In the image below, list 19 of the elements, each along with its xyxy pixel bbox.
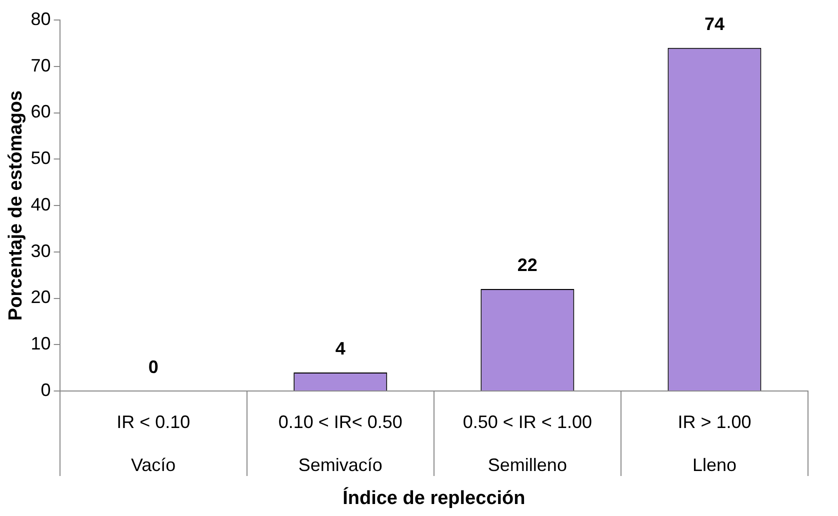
x-axis-title: Índice de replección (342, 487, 526, 510)
y-tick-label: 70 (30, 55, 51, 76)
y-tick-label: 20 (30, 287, 51, 308)
y-tick-label: 60 (30, 102, 51, 122)
y-tick-label: 0 (40, 380, 51, 400)
y-tick-label: 40 (30, 194, 51, 214)
y-axis-title: Porcentaje de estómagos (6, 90, 27, 321)
category-label: 0.50 < IR < 1.00 Semilleno (462, 412, 592, 475)
data-label: 74 (704, 14, 724, 34)
y-tick-label: 10 (30, 334, 51, 354)
category-label: 0.10 < IR< 0.50 Semivacío (278, 412, 402, 475)
category-label: IR > 1.00 Lleno (678, 412, 752, 475)
data-label: 4 (335, 338, 346, 358)
data-label: 0 (148, 356, 158, 377)
y-tick-label: 50 (30, 148, 51, 168)
category-label: IR < 0.10 Vacío (116, 412, 190, 475)
data-label: 22 (517, 254, 538, 275)
y-tick-label: 80 (30, 8, 51, 29)
y-tick-label: 30 (30, 240, 51, 261)
